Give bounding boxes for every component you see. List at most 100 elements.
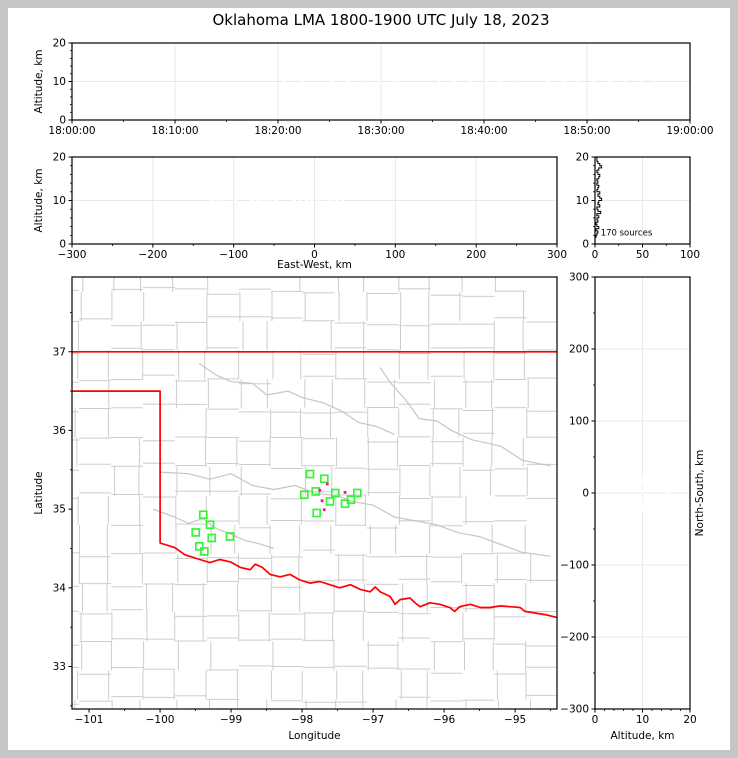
tick-label: −100 — [219, 249, 248, 261]
station-marker — [191, 528, 201, 537]
tick-label: 37 — [53, 346, 66, 358]
river-line — [198, 363, 395, 435]
axis-ticks — [591, 156, 691, 248]
river-line — [160, 471, 551, 557]
tick-label: 100 — [385, 249, 405, 261]
station-marker — [319, 474, 329, 484]
tick-label: 0 — [592, 249, 599, 261]
tick-label: 0 — [311, 249, 318, 261]
map-layers — [72, 277, 557, 709]
tick-label: 0 — [592, 714, 599, 726]
tick-label: 50 — [636, 249, 649, 261]
station-marker — [225, 532, 235, 541]
tick-label: 18:30:00 — [357, 125, 404, 137]
tick-label: −97 — [362, 714, 384, 726]
tick-label: 300 — [569, 272, 589, 284]
panel-time-height: 18:00:00 18:10:00 18:20:00 18:30:00 18:40:00… — [33, 38, 714, 138]
tick-label: 200 — [466, 249, 486, 261]
station-marker — [352, 488, 362, 498]
panel-map: −101 −100 −99 −98 −97 −96 −95 33 34 35 36 37 Longitu… — [33, 276, 558, 742]
source-points — [281, 41, 680, 85]
tick-label: 200 — [569, 344, 589, 356]
panel-border — [71, 276, 558, 710]
tick-label: 35 — [53, 504, 66, 516]
tick-label: 18:50:00 — [563, 125, 610, 137]
panel-alt-histogram: 170 sources 0 50 100 0 10 20 — [576, 152, 700, 262]
river-line — [152, 508, 274, 550]
tick-label: 18:00:00 — [48, 125, 95, 137]
station-marker — [305, 469, 315, 479]
state-border-line — [72, 390, 557, 619]
tick-label: −200 — [560, 632, 589, 644]
station-marker — [207, 533, 217, 543]
tick-label: 20 — [683, 714, 696, 726]
tick-label: 18:20:00 — [254, 125, 301, 137]
station-marker — [194, 542, 204, 551]
station-marker — [200, 547, 209, 556]
tick-label: −100 — [560, 560, 589, 572]
tick-label: −99 — [220, 714, 242, 726]
source-dot-marker — [318, 488, 322, 492]
tick-label: −300 — [58, 249, 87, 261]
tick-label: 0 — [59, 239, 66, 251]
source-dot-marker — [320, 499, 324, 503]
x-axis-label: Longitude — [288, 730, 340, 742]
tick-label: −95 — [504, 714, 526, 726]
tick-label: 36 — [53, 425, 67, 437]
tick-label: 34 — [53, 582, 67, 594]
river-line — [379, 367, 551, 467]
tick-label: 300 — [547, 249, 567, 261]
figure-title: Oklahoma LMA 1800-1900 UTC July 18, 2023 — [212, 11, 550, 29]
figure-background — [8, 8, 730, 750]
tick-label: 33 — [53, 661, 66, 673]
panel-ew-height: −300 −200 −100 0 100 200 300 0 10 20 East-West, km… — [33, 152, 567, 272]
source-dot-marker — [322, 508, 326, 512]
tick-label: 20 — [53, 152, 66, 164]
station-marker — [312, 508, 322, 518]
station-marker — [299, 490, 309, 500]
tick-label: −96 — [433, 714, 455, 726]
source-dot-marker — [325, 482, 329, 486]
tick-label: 0 — [59, 115, 66, 127]
axis-ticks — [68, 156, 558, 248]
y-axis-label: North-South, km — [694, 450, 706, 537]
panel-ns-height: 0 10 20 −300 −200 −100 0 100 200 300 Altitude, km N… — [560, 272, 706, 743]
tick-label: −101 — [75, 714, 104, 726]
source-points — [638, 475, 691, 512]
x-axis-label: Altitude, km — [610, 730, 674, 742]
tick-label: 18:10:00 — [151, 125, 198, 137]
tick-label: 10 — [53, 76, 66, 88]
station-marker — [330, 488, 340, 498]
station-marker — [325, 497, 335, 506]
tick-label: 10 — [576, 195, 589, 207]
tick-label: 10 — [636, 714, 649, 726]
tick-label: −300 — [560, 704, 589, 716]
tick-label: 18:40:00 — [460, 125, 507, 137]
axis-ticks — [591, 276, 691, 713]
axis-ticks — [68, 312, 552, 713]
y-axis-label: Altitude, km — [33, 168, 45, 232]
tick-label: 19:00:00 — [666, 125, 713, 137]
station-marker — [205, 520, 215, 530]
source-points — [209, 196, 345, 206]
tick-label: 0 — [582, 488, 589, 500]
tick-label: 20 — [576, 152, 589, 164]
sources-count-label: 170 sources — [601, 228, 653, 238]
station-marker — [340, 499, 350, 509]
tick-label: 10 — [53, 195, 66, 207]
station-marker — [198, 510, 208, 520]
axis-ticks — [68, 42, 691, 124]
tick-label: 20 — [53, 38, 66, 50]
y-axis-label: Altitude, km — [33, 49, 45, 113]
tick-label: 100 — [569, 416, 589, 428]
tick-label: −200 — [138, 249, 167, 261]
tick-label: −100 — [146, 714, 175, 726]
x-axis-label: East-West, km — [277, 259, 352, 271]
tick-label: −98 — [291, 714, 313, 726]
tick-label: 0 — [582, 239, 589, 251]
y-axis-label: Latitude — [33, 471, 45, 514]
histogram-profile — [595, 156, 603, 238]
source-dot-marker — [343, 490, 347, 494]
